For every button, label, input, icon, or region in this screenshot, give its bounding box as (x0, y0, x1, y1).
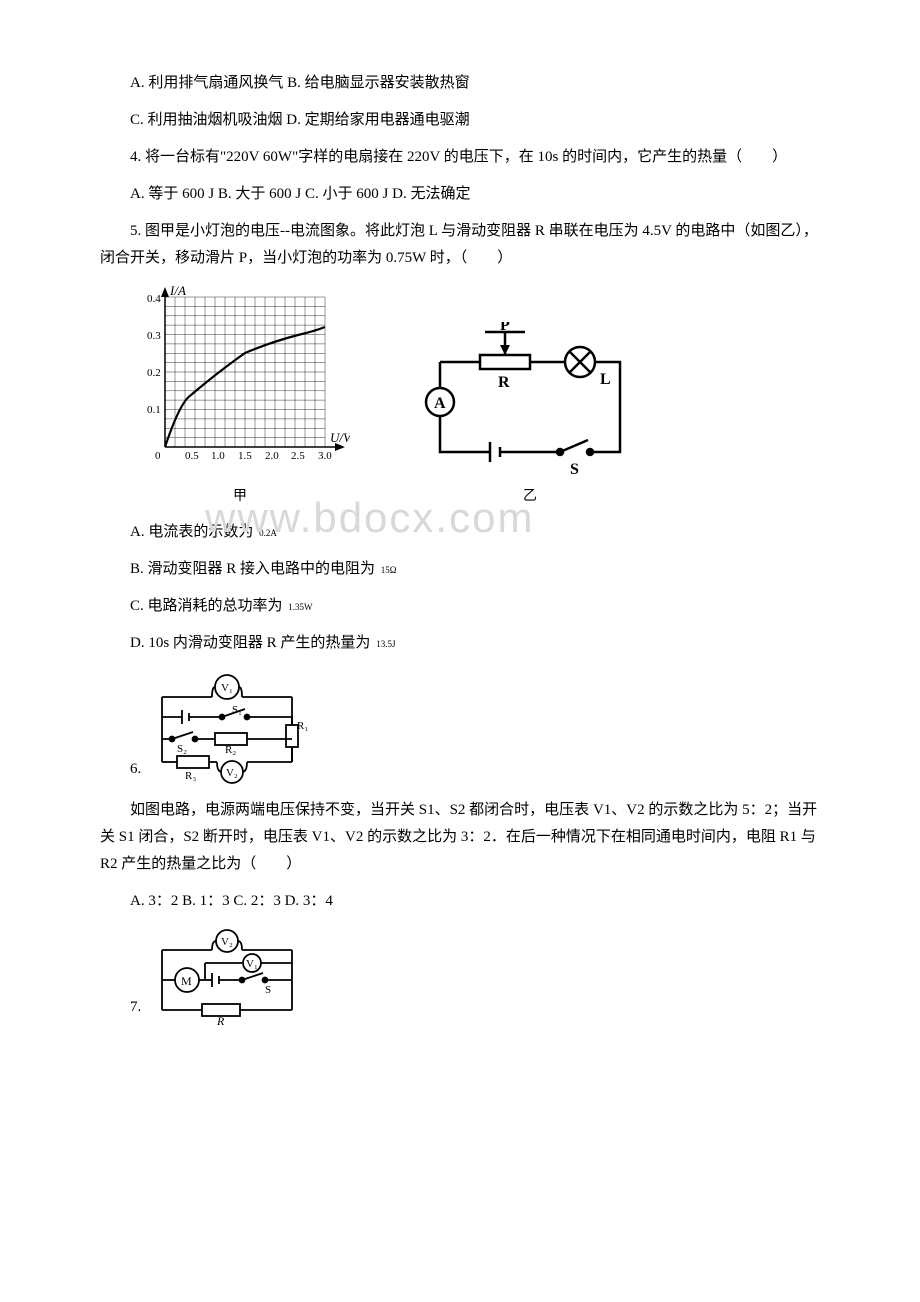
q6-number: 6. (130, 756, 141, 783)
svg-text:R₁: R₁ (297, 720, 308, 732)
q5-optD: D. 10s 内滑动变阻器 R 产生的热量为 13.5J (100, 630, 820, 657)
q6-options: A. 3：2 B. 1：3 C. 2：3 D. 3：4 (100, 888, 820, 915)
q5-optA: A. 电流表的示数为 0.2A (100, 519, 820, 546)
svg-text:1.0: 1.0 (211, 450, 225, 462)
svg-text:S: S (570, 461, 579, 478)
svg-text:S₁: S₁ (232, 704, 242, 716)
q5-circuit: A P R L S 乙 (410, 322, 650, 509)
svg-text:2.0: 2.0 (265, 450, 279, 462)
q5-graph-caption: 甲 (130, 484, 350, 509)
svg-text:R₂: R₂ (225, 744, 236, 756)
svg-text:V₁: V₁ (221, 682, 233, 694)
q6-figure: 6. (130, 667, 820, 787)
q5-stem: 5. 图甲是小灯泡的电压--电流图象。将此灯泡 L 与滑动变阻器 R 串联在电压… (100, 218, 820, 272)
svg-text:R₃: R₃ (185, 770, 196, 782)
svg-text:V₂: V₂ (221, 936, 233, 948)
q7-figure: 7. V₂ V₁ M (130, 925, 820, 1025)
svg-text:A: A (434, 395, 446, 412)
svg-text:0.4: 0.4 (147, 293, 161, 305)
q6-stem: 如图电路，电源两端电压保持不变，当开关 S1、S2 都闭合时，电压表 V1、V2… (100, 797, 820, 878)
q5-optC: C. 电路消耗的总功率为 1.35W (100, 593, 820, 620)
svg-text:0.5: 0.5 (185, 450, 199, 462)
svg-text:P: P (500, 322, 510, 334)
q4-options: A. 等于 600 J B. 大于 600 J C. 小于 600 J D. 无… (100, 181, 820, 208)
svg-text:I/A: I/A (169, 283, 186, 298)
svg-text:1.5: 1.5 (238, 450, 252, 462)
svg-text:R: R (216, 1014, 225, 1025)
q5-figure: 0.1 0.2 0.3 0.4 0 0.5 1.0 1.5 2.0 2.5 3.… (130, 282, 820, 509)
q3-options-line2: C. 利用抽油烟机吸油烟 D. 定期给家用电器通电驱潮 (100, 107, 820, 134)
svg-text:V₂: V₂ (226, 767, 238, 779)
q3-options-line1: A. 利用排气扇通风换气 B. 给电脑显示器安装散热窗 (100, 70, 820, 97)
q7-number: 7. (130, 994, 141, 1021)
q5-graph: 0.1 0.2 0.3 0.4 0 0.5 1.0 1.5 2.0 2.5 3.… (130, 282, 350, 509)
svg-text:R: R (498, 374, 510, 391)
svg-text:L: L (600, 371, 611, 388)
q4-stem: 4. 将一台标有"220V 60W"字样的电扇接在 220V 的电压下，在 10… (100, 144, 820, 171)
svg-text:3.0: 3.0 (318, 450, 332, 462)
svg-text:M: M (181, 974, 192, 988)
svg-text:2.5: 2.5 (291, 450, 305, 462)
svg-text:0.3: 0.3 (147, 330, 161, 342)
svg-text:0.1: 0.1 (147, 404, 161, 416)
q5-circuit-caption: 乙 (410, 484, 650, 509)
svg-text:U/V: U/V (330, 430, 350, 445)
q5-optB: B. 滑动变阻器 R 接入电路中的电阻为 15Ω (100, 556, 820, 583)
svg-text:V₁: V₁ (246, 958, 258, 970)
svg-text:0: 0 (155, 450, 161, 462)
svg-text:S: S (265, 984, 271, 996)
svg-text:S₂: S₂ (177, 743, 187, 755)
svg-text:0.2: 0.2 (147, 367, 161, 379)
